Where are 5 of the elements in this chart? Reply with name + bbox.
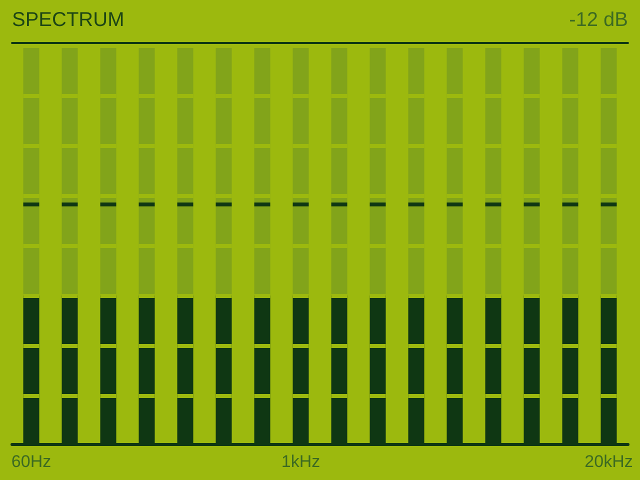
x-tick-label: 20kHz	[584, 452, 633, 471]
x-tick-label: 60Hz	[11, 452, 52, 471]
x-tick-label: 1kHz	[281, 452, 320, 471]
chart-title: SPECTRUM	[12, 9, 124, 31]
text: -12 dB	[569, 9, 628, 31]
